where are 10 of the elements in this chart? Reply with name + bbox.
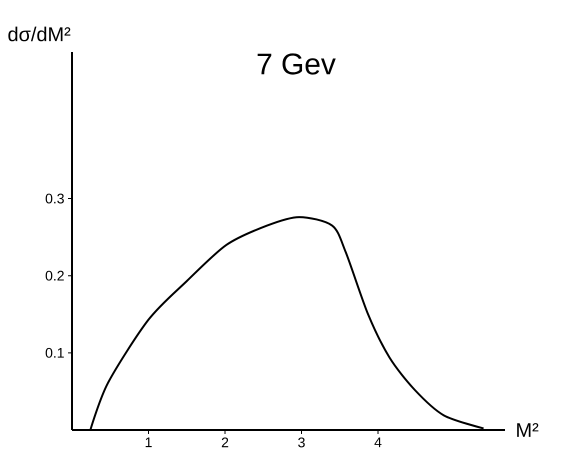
x-tick-label: 2 <box>222 437 228 448</box>
x-axis-title: M² <box>517 423 538 437</box>
chart-title: 7 Gev <box>258 53 336 75</box>
x-tick-label: 4 <box>374 437 382 448</box>
y-axis-title: dσ/dM² <box>8 26 70 42</box>
x-tick-label: 3 <box>298 437 305 448</box>
x-tick-label: 1 <box>146 437 152 448</box>
y-tick-label: 0.3 <box>46 194 64 204</box>
y-tick-label: 0.2 <box>46 270 64 281</box>
y-tick-label: 0.1 <box>46 348 64 358</box>
